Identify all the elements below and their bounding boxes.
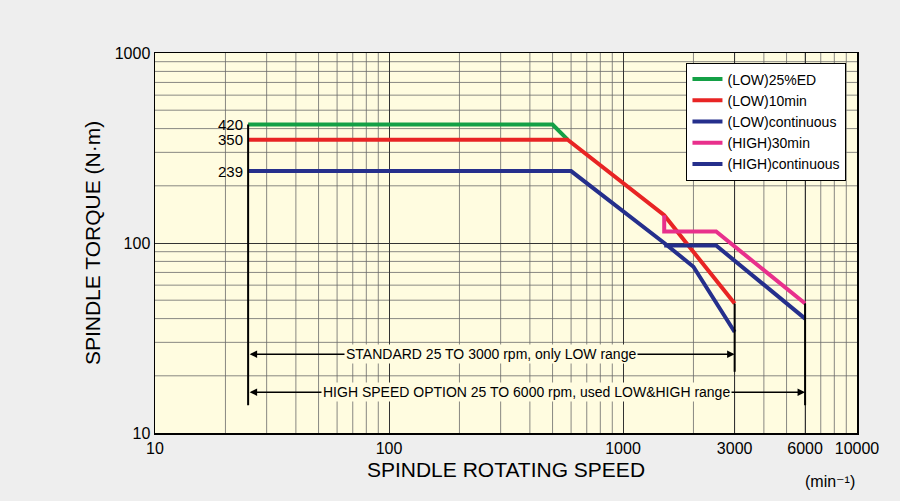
svg-text:(min⁻¹): (min⁻¹): [805, 473, 855, 490]
svg-text:STANDARD 25 TO 3000 rpm, only: STANDARD 25 TO 3000 rpm, only LOW range: [346, 346, 636, 362]
svg-text:(LOW)25%ED: (LOW)25%ED: [727, 72, 816, 88]
svg-text:10: 10: [146, 440, 164, 457]
svg-text:(LOW)continuous: (LOW)continuous: [727, 114, 836, 130]
svg-text:1000: 1000: [605, 440, 641, 457]
svg-text:HIGH SPEED OPTION 25 TO 6000 r: HIGH SPEED OPTION 25 TO 6000 rpm, used L…: [323, 384, 730, 400]
svg-text:6000: 6000: [787, 440, 823, 457]
svg-text:100: 100: [376, 440, 403, 457]
svg-text:350: 350: [218, 131, 243, 148]
svg-text:100: 100: [124, 235, 151, 252]
svg-text:SPINDLE TORQUE (N·m): SPINDLE TORQUE (N·m): [81, 121, 104, 365]
svg-text:SPINDLE ROTATING SPEED: SPINDLE ROTATING SPEED: [367, 458, 645, 481]
svg-text:(HIGH)continuous: (HIGH)continuous: [727, 156, 839, 172]
svg-text:3000: 3000: [717, 440, 753, 457]
svg-text:(HIGH)30min: (HIGH)30min: [727, 135, 809, 151]
svg-text:(LOW)10min: (LOW)10min: [727, 93, 806, 109]
svg-text:239: 239: [218, 163, 243, 180]
svg-text:10000: 10000: [835, 440, 880, 457]
svg-text:1000: 1000: [115, 45, 151, 62]
svg-text:10: 10: [133, 425, 151, 442]
svg-text:420: 420: [218, 116, 243, 133]
